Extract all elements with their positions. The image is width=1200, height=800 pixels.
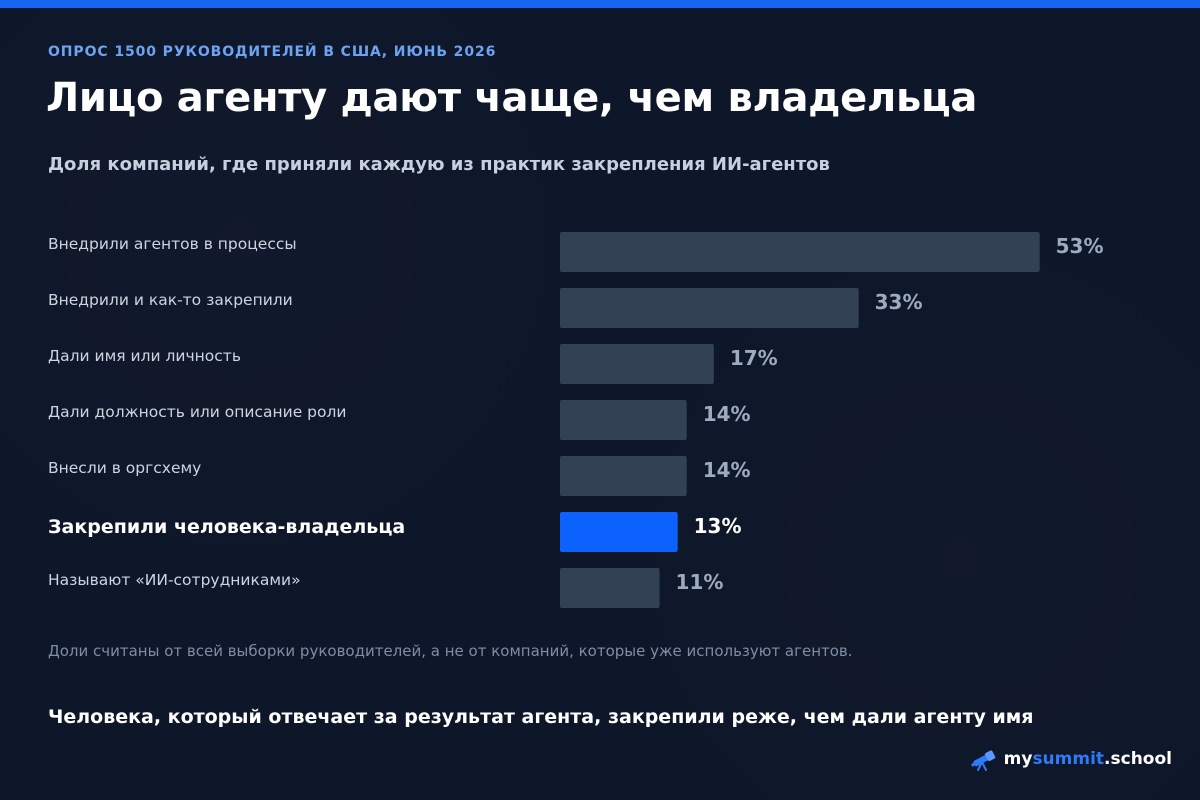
category-label: Внесли в оргсхему xyxy=(48,459,201,477)
brand-logo: my summit .school xyxy=(970,747,1172,771)
category-label: Внедрили агентов в процессы xyxy=(48,235,297,253)
category-label: Закрепили человека-владельца xyxy=(48,516,405,538)
category-label: Дали имя или личность xyxy=(48,347,241,365)
bar xyxy=(560,456,687,496)
survey-kicker: ОПРОС 1500 РУКОВОДИТЕЛЕЙ В США, ИЮНЬ 202… xyxy=(48,44,497,60)
value-label: 53% xyxy=(1056,234,1104,258)
value-label: 11% xyxy=(676,570,724,594)
chart-subtitle: Доля компаний, где приняли каждую из пра… xyxy=(48,154,830,175)
value-label: 14% xyxy=(703,402,751,426)
bar xyxy=(560,288,859,328)
brand-name-part-3: .school xyxy=(1104,749,1172,769)
top-accent-bar xyxy=(0,0,1200,8)
bar xyxy=(560,232,1040,272)
page-title: Лицо агенту дают чаще, чем владельца xyxy=(46,75,978,121)
bar xyxy=(560,568,660,608)
category-label: Дали должность или описание роли xyxy=(48,403,346,421)
category-label: Внедрили и как-то закрепили xyxy=(48,291,293,309)
footnote: Доли считаны от всей выборки руководител… xyxy=(48,642,853,660)
category-label: Называют «ИИ-сотрудниками» xyxy=(48,571,301,589)
value-label: 13% xyxy=(694,514,742,538)
telescope-icon xyxy=(970,750,995,771)
brand-name-part-1: my xyxy=(1003,749,1033,769)
bar xyxy=(560,400,687,440)
value-label: 33% xyxy=(875,290,923,314)
value-label: 17% xyxy=(730,346,778,370)
value-label: 14% xyxy=(703,458,751,482)
bar xyxy=(560,344,714,384)
brand-name-part-2: summit xyxy=(1032,749,1105,769)
bar xyxy=(560,512,678,552)
conclusion-text: Человека, который отвечает за результат … xyxy=(48,706,1034,728)
